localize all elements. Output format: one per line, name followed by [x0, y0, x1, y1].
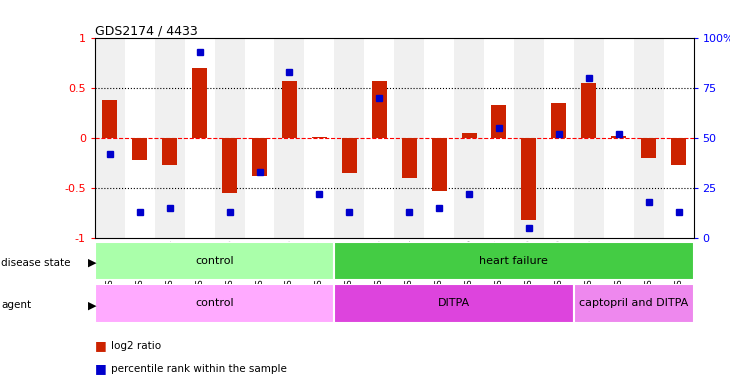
Bar — [491, 105, 507, 138]
Bar — [312, 137, 327, 138]
Bar — [424, 38, 454, 238]
Bar — [604, 38, 634, 238]
Bar — [394, 38, 424, 238]
Bar — [342, 138, 357, 173]
Bar — [155, 38, 185, 238]
Text: control: control — [196, 298, 234, 308]
Bar — [402, 138, 417, 178]
Bar — [222, 138, 237, 193]
Bar — [215, 38, 245, 238]
Text: ▶: ▶ — [88, 300, 96, 310]
Bar — [574, 284, 693, 323]
Bar — [664, 38, 694, 238]
Bar — [581, 83, 596, 138]
Bar — [484, 38, 514, 238]
Text: control: control — [196, 256, 234, 266]
Text: agent: agent — [1, 300, 31, 310]
Bar — [544, 38, 574, 238]
Bar — [162, 138, 177, 165]
Text: GDS2174 / 4433: GDS2174 / 4433 — [95, 24, 198, 37]
Bar — [431, 138, 447, 191]
Bar — [95, 38, 125, 238]
Bar — [521, 138, 537, 220]
Bar — [132, 138, 147, 160]
Bar — [95, 242, 334, 280]
Text: captopril and DITPA: captopril and DITPA — [579, 298, 688, 308]
Bar — [334, 38, 364, 238]
Bar — [454, 38, 484, 238]
Bar — [634, 38, 664, 238]
Text: ■: ■ — [95, 362, 107, 375]
Text: ▶: ▶ — [88, 258, 96, 268]
Bar — [611, 136, 626, 138]
Bar — [334, 284, 574, 323]
Bar — [671, 138, 686, 165]
Bar — [551, 103, 566, 138]
Text: DITPA: DITPA — [438, 298, 470, 308]
Bar — [514, 38, 544, 238]
Bar — [372, 81, 387, 138]
Bar — [95, 284, 334, 323]
Bar — [252, 138, 267, 176]
Bar — [192, 68, 207, 138]
Text: log2 ratio: log2 ratio — [111, 341, 161, 351]
Bar — [641, 138, 656, 158]
Text: disease state: disease state — [1, 258, 71, 268]
Bar — [364, 38, 394, 238]
Text: heart failure: heart failure — [480, 256, 548, 266]
Bar — [282, 81, 297, 138]
Bar — [334, 242, 694, 280]
Bar — [125, 38, 155, 238]
Bar — [102, 100, 118, 138]
Bar — [245, 38, 274, 238]
Bar — [185, 38, 215, 238]
Bar — [461, 133, 477, 138]
Bar — [574, 38, 604, 238]
Bar — [274, 38, 304, 238]
Text: percentile rank within the sample: percentile rank within the sample — [111, 364, 287, 374]
Text: ■: ■ — [95, 339, 107, 352]
Bar — [304, 38, 334, 238]
